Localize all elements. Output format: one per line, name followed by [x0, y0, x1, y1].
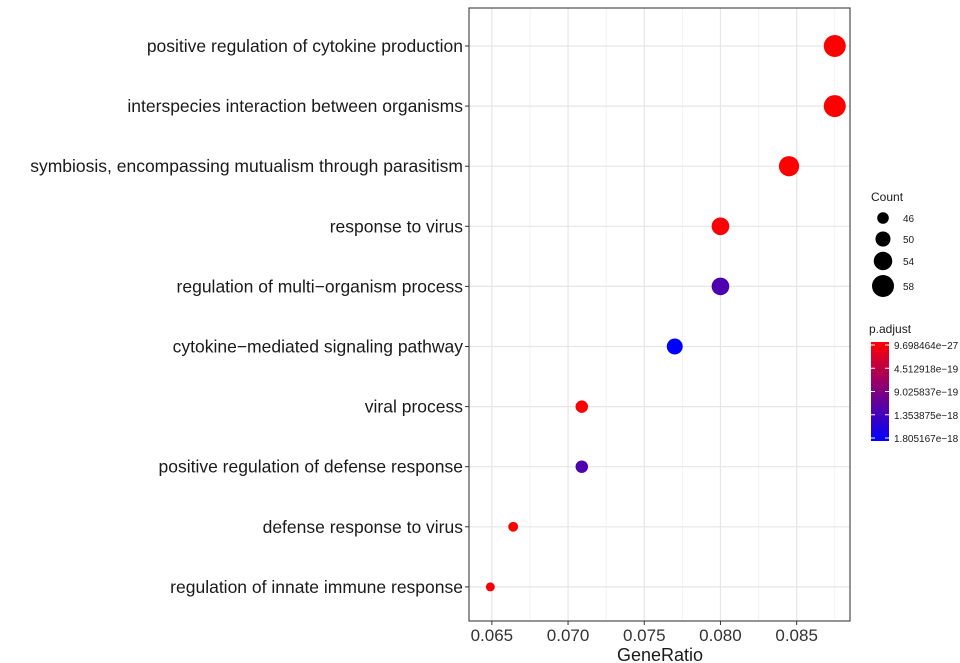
y-tick-label: positive regulation of cytokine producti… [147, 36, 463, 56]
data-point [711, 277, 730, 296]
color-legend-label: 9.025837e−19 [894, 388, 959, 399]
data-point [823, 35, 846, 57]
y-tick-label: regulation of multi−organism process [177, 276, 464, 296]
data-point [666, 338, 683, 355]
data-point [711, 217, 730, 236]
y-tick-label: cytokine−mediated signaling pathway [173, 337, 464, 357]
color-legend-title: p.adjust [869, 322, 912, 336]
x-tick-label: 0.065 [471, 626, 514, 645]
y-axis: positive regulation of cytokine producti… [30, 36, 469, 597]
plot-panel-border [468, 7, 851, 622]
size-legend-label: 50 [903, 235, 915, 246]
size-legend-key [877, 212, 889, 224]
size-legend: Count 46 50 54 58 [871, 190, 915, 297]
data-point [575, 400, 589, 413]
color-legend: p.adjust 9.698464e−27 4.512918e−19 9.02583… [869, 322, 959, 445]
size-legend-label: 54 [903, 257, 915, 268]
size-legend-label: 46 [903, 214, 915, 225]
size-legend-key [872, 275, 894, 297]
data-point [508, 521, 519, 532]
x-tick-label: 0.080 [699, 626, 742, 645]
size-legend-key [873, 251, 893, 271]
color-legend-label: 1.353875e−18 [894, 411, 959, 422]
y-tick-label: defense response to virus [263, 517, 464, 537]
color-legend-label: 1.805167e−18 [894, 434, 959, 445]
x-axis-title: GeneRatio [617, 645, 703, 663]
color-legend-label: 9.698464e−27 [894, 341, 959, 352]
data-point [485, 582, 495, 592]
size-legend-key [875, 231, 891, 247]
data-point [575, 460, 589, 473]
data-points [485, 35, 846, 592]
x-tick-label: 0.085 [775, 626, 818, 645]
y-tick-label: interspecies interaction between organis… [127, 96, 463, 116]
y-tick-label: response to virus [330, 216, 464, 236]
x-axis: 0.065 0.070 0.075 0.080 0.085 [471, 621, 818, 645]
y-tick-label: symbiosis, encompassing mutualism throug… [30, 156, 463, 176]
size-legend-label: 58 [903, 282, 915, 293]
size-legend-title: Count [871, 190, 904, 204]
x-tick-label: 0.075 [623, 626, 666, 645]
data-point [823, 95, 846, 118]
data-point [778, 156, 800, 177]
y-tick-label: viral process [365, 397, 463, 417]
color-legend-label: 4.512918e−19 [894, 364, 959, 375]
plot-background [469, 8, 850, 621]
color-legend-gradient [871, 342, 889, 441]
x-tick-label: 0.070 [547, 626, 590, 645]
y-tick-label: positive regulation of defense response [158, 457, 463, 477]
y-tick-label: regulation of innate immune response [170, 577, 463, 597]
